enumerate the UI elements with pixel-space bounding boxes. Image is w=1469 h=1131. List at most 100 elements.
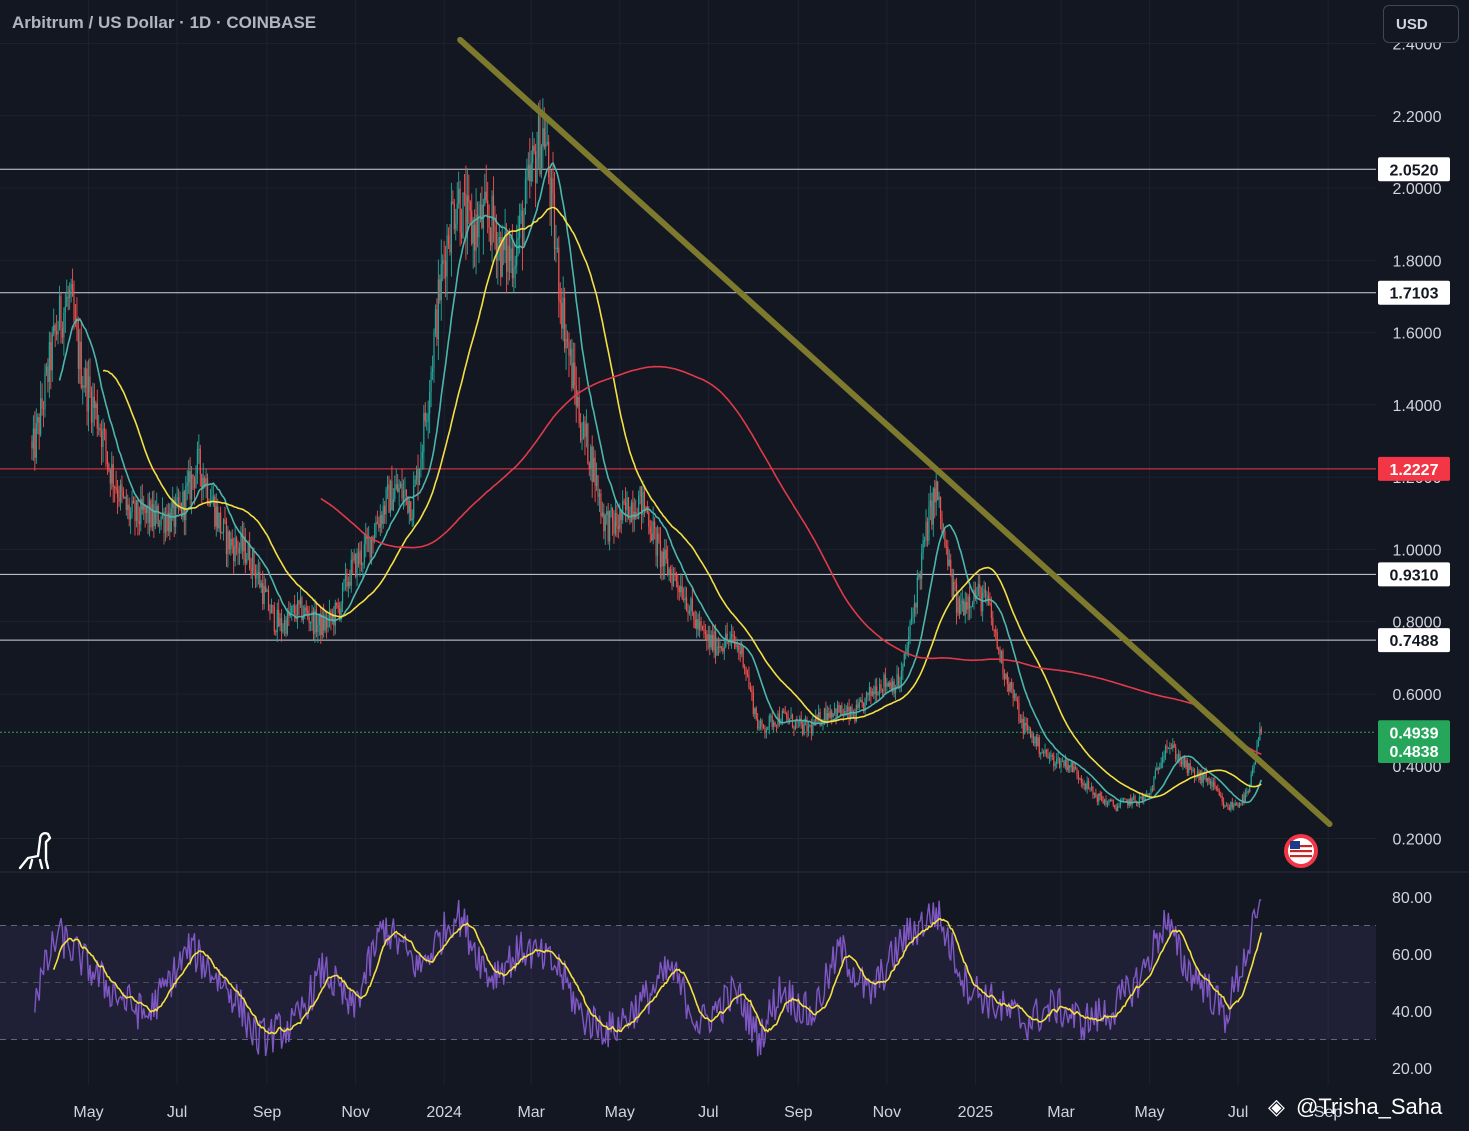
candle-body xyxy=(452,201,454,204)
candle-body xyxy=(1056,758,1058,765)
candle-body xyxy=(926,521,929,541)
us-flag-icon[interactable] xyxy=(1284,834,1318,868)
candle-body xyxy=(1045,749,1048,754)
candle-body xyxy=(950,559,952,574)
candle-body xyxy=(847,706,849,712)
time-axis[interactable]: May Jul Sep Nov 2024 Mar May Jul Sep Nov 2025 Mar Ma… xyxy=(73,1104,1342,1121)
currency-button[interactable]: USD xyxy=(1383,5,1459,43)
price-level-badge xyxy=(1378,628,1450,653)
candle-body xyxy=(623,501,625,503)
candle-body xyxy=(1093,792,1096,795)
candle-body xyxy=(375,521,377,536)
candle-body xyxy=(1016,700,1019,703)
candle-body xyxy=(668,569,670,575)
candle-body xyxy=(1024,722,1026,734)
candle-body xyxy=(1115,807,1117,812)
candle-body xyxy=(680,586,682,593)
candle-body xyxy=(610,508,612,511)
candle-body xyxy=(1066,759,1068,771)
candle-body xyxy=(1150,788,1152,794)
candle-body xyxy=(929,500,931,508)
candle-body xyxy=(1240,802,1242,804)
candle-body xyxy=(787,716,789,722)
candle-body xyxy=(1015,693,1017,701)
price-level-label: 0.7488 xyxy=(1390,633,1439,650)
candle-body xyxy=(420,458,422,470)
price-tick-label: 2.2000 xyxy=(1393,109,1442,126)
candle-body xyxy=(270,605,273,614)
candle-body xyxy=(166,517,168,532)
candle-body xyxy=(697,619,699,630)
candle-body xyxy=(58,296,61,331)
candle-body xyxy=(1131,797,1133,805)
candle-body xyxy=(1095,792,1097,798)
candle-body xyxy=(1198,771,1200,780)
candle-body xyxy=(616,512,618,527)
candle-body xyxy=(397,484,399,493)
candle-body xyxy=(661,551,663,568)
time-tick-label: Sep xyxy=(784,1104,813,1121)
candle-body xyxy=(259,571,261,588)
candle-body xyxy=(517,237,519,240)
candle-body xyxy=(818,711,820,719)
candle-body xyxy=(494,225,496,232)
candle-body xyxy=(774,722,776,726)
candle-body xyxy=(545,143,547,148)
candle-body xyxy=(246,559,248,564)
candle-body xyxy=(31,441,33,449)
candle-body xyxy=(717,646,720,649)
candle-body xyxy=(624,502,627,510)
candle-body xyxy=(263,586,265,604)
candle-body xyxy=(983,589,985,593)
candle-body xyxy=(1125,799,1127,801)
candle-body xyxy=(1147,794,1149,796)
candle-body xyxy=(182,491,184,517)
candle-body xyxy=(144,505,146,514)
candle-body xyxy=(815,715,817,726)
candle-body xyxy=(311,611,313,623)
candle-body xyxy=(736,645,738,647)
candle-body xyxy=(209,502,212,506)
trendline-group[interactable] xyxy=(457,36,1333,828)
candle-body xyxy=(1183,756,1186,767)
candle-body xyxy=(134,503,136,521)
candle-body xyxy=(725,633,727,648)
candle-body xyxy=(356,552,358,577)
candle-body xyxy=(1003,674,1006,679)
candle-body xyxy=(566,338,569,342)
candle-body xyxy=(536,157,538,183)
candle-body xyxy=(865,692,868,698)
candle-body xyxy=(459,188,461,233)
candle-body xyxy=(995,629,997,632)
candle-body xyxy=(478,217,480,238)
candle-body xyxy=(806,720,808,732)
candle-body xyxy=(150,500,152,528)
candle-body xyxy=(1089,788,1091,790)
candle-body xyxy=(488,217,490,229)
time-tick-label: Mar xyxy=(517,1104,545,1121)
price-tick-label: 2.0000 xyxy=(1393,181,1442,198)
candle-body xyxy=(328,610,331,620)
candle-body xyxy=(968,596,971,609)
candle-body xyxy=(368,537,370,539)
candle-body xyxy=(826,713,828,721)
candlestick-series xyxy=(31,98,1262,813)
candle-body xyxy=(738,645,740,652)
candle-body xyxy=(1050,755,1052,757)
candle-body xyxy=(237,547,239,554)
candle-body xyxy=(116,489,119,498)
candle-body xyxy=(205,478,207,487)
candle-body xyxy=(579,423,582,441)
candle-body xyxy=(82,385,84,388)
candle-body xyxy=(489,228,492,246)
candle-body xyxy=(312,611,315,634)
horizontal-levels xyxy=(0,168,1376,733)
candle-body xyxy=(1202,774,1204,783)
candle-body xyxy=(429,391,431,414)
candle-body xyxy=(627,497,630,519)
rsi-axis[interactable]: 80.00 60.00 40.00 20.00 xyxy=(1392,890,1432,1078)
candle-body xyxy=(735,643,737,647)
candle-body xyxy=(173,499,175,527)
candle-body xyxy=(1214,782,1216,788)
